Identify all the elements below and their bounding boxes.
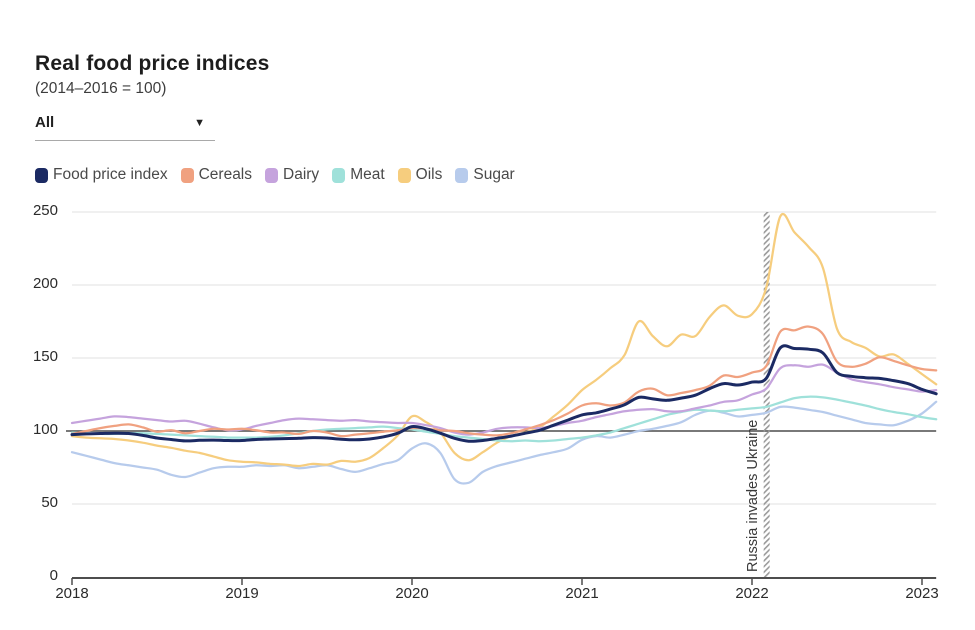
x-axis-label: 2021	[565, 585, 599, 602]
x-axis-label: 2018	[55, 585, 89, 602]
annotation-hatch-line	[763, 212, 770, 577]
chart-subtitle: (2014–2016 = 100)	[35, 80, 167, 97]
legend-item-cereals: Cereals	[180, 166, 253, 184]
legend-item-food-price-index: Food price index	[35, 166, 168, 184]
y-axis-label: 100	[32, 421, 58, 438]
legend-label-dairy: Dairy	[283, 166, 320, 183]
legend-label-food-price-index: Food price index	[53, 166, 168, 183]
x-axis-label: 2023	[905, 585, 939, 602]
legend-label-cereals: Cereals	[198, 166, 253, 183]
x-axis-label: 2020	[395, 585, 429, 602]
y-axis-label: 200	[32, 275, 58, 292]
x-axis-label: 2019	[225, 585, 259, 602]
page-title: Real food price indices	[35, 52, 270, 76]
series-line-sugar	[70, 400, 938, 485]
legend-item-sugar: Sugar	[455, 166, 515, 184]
y-axis-label: 150	[32, 348, 58, 365]
legend-item-oils: Oils	[397, 166, 443, 184]
legend-swatch-oils	[397, 167, 411, 183]
legend-swatch-dairy	[265, 167, 279, 183]
series-line-cereals	[70, 325, 938, 438]
legend-swatch-cereals	[180, 167, 194, 183]
legend-item-dairy: Dairy	[265, 166, 319, 184]
series-line-meat	[70, 395, 938, 443]
series-line-dairy	[70, 363, 938, 436]
x-axis-label: 2022	[735, 585, 769, 602]
chevron-down-icon: ▼	[194, 117, 205, 129]
legend-swatch-meat	[332, 167, 346, 183]
legend-item-meat: Meat	[332, 166, 385, 184]
legend-label-meat: Meat	[350, 166, 385, 183]
series-filter-dropdown[interactable]: All ▼	[35, 112, 215, 141]
legend: Food price index Cereals Dairy Meat Oils Suga…	[35, 166, 515, 184]
series-line-food-price-index	[70, 344, 938, 443]
legend-label-oils: Oils	[415, 166, 443, 183]
legend-swatch-sugar	[455, 167, 469, 183]
filter-selected-value: All	[35, 114, 55, 131]
legend-label-sugar: Sugar	[473, 166, 515, 183]
y-axis-label: 0	[49, 567, 58, 584]
legend-swatch-food-price-index	[35, 167, 48, 183]
y-axis-label: 250	[32, 202, 58, 219]
y-axis-label: 50	[41, 494, 58, 511]
annotation-label: Russia invades Ukraine	[745, 419, 761, 572]
